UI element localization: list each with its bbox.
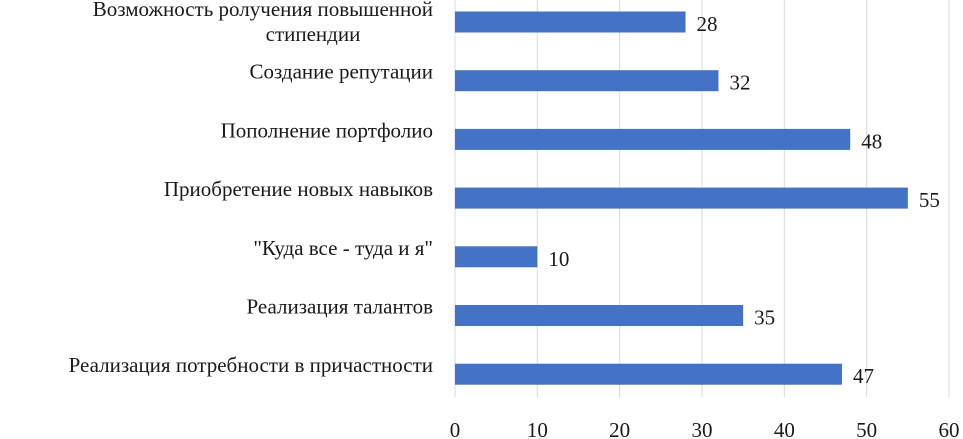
category-label: Приобретение новых навыков xyxy=(164,177,433,201)
x-tick-label: 50 xyxy=(856,418,877,439)
data-label: 28 xyxy=(697,12,718,36)
data-label: 32 xyxy=(729,71,750,95)
x-tick-label: 10 xyxy=(527,418,548,439)
bar xyxy=(455,305,744,326)
category-label-line: стипендии xyxy=(266,22,361,46)
bar xyxy=(455,70,719,92)
category-label-line: "Куда все - туда и я" xyxy=(253,236,433,260)
category-label: Реализация талантов xyxy=(247,295,434,319)
x-tick-label: 30 xyxy=(692,418,713,439)
data-label: 35 xyxy=(754,306,775,330)
bars xyxy=(455,11,908,385)
category-label: Пополнение портфолио xyxy=(221,118,433,142)
data-labels: 28 32 48 55 10 35 47 xyxy=(548,12,940,388)
x-tick-label: 0 xyxy=(450,418,461,439)
category-label-line: Пополнение портфолио xyxy=(221,118,433,142)
bar xyxy=(455,246,538,268)
category-label-line: Реализация потребности в причастности xyxy=(69,353,433,377)
bar xyxy=(455,363,842,385)
bar xyxy=(455,187,908,209)
x-tick-label: 20 xyxy=(609,418,630,439)
category-label-line: Возможность ролучения повышенной xyxy=(93,0,433,21)
category-label: Создание репутации xyxy=(249,60,433,84)
x-tick-label: 40 xyxy=(774,418,795,439)
data-label: 47 xyxy=(853,364,874,388)
bar xyxy=(455,128,851,150)
category-label-line: Реализация талантов xyxy=(247,295,434,319)
x-axis-tick-labels: 0 10 20 30 40 50 60 xyxy=(450,418,960,439)
bar xyxy=(455,11,686,33)
category-labels: Возможность ролучения повышенной стипенди… xyxy=(69,0,433,377)
category-label: Возможность ролучения повышенной стипенди… xyxy=(93,0,433,46)
data-label: 55 xyxy=(919,188,940,212)
data-label: 48 xyxy=(861,129,882,153)
category-label: Реализация потребности в причастности xyxy=(69,353,433,377)
x-tick-label: 60 xyxy=(939,418,960,439)
data-label: 10 xyxy=(548,247,569,271)
category-label-line: Создание репутации xyxy=(249,60,433,84)
category-label-line: Приобретение новых навыков xyxy=(164,177,433,201)
category-label: "Куда все - туда и я" xyxy=(253,236,433,260)
